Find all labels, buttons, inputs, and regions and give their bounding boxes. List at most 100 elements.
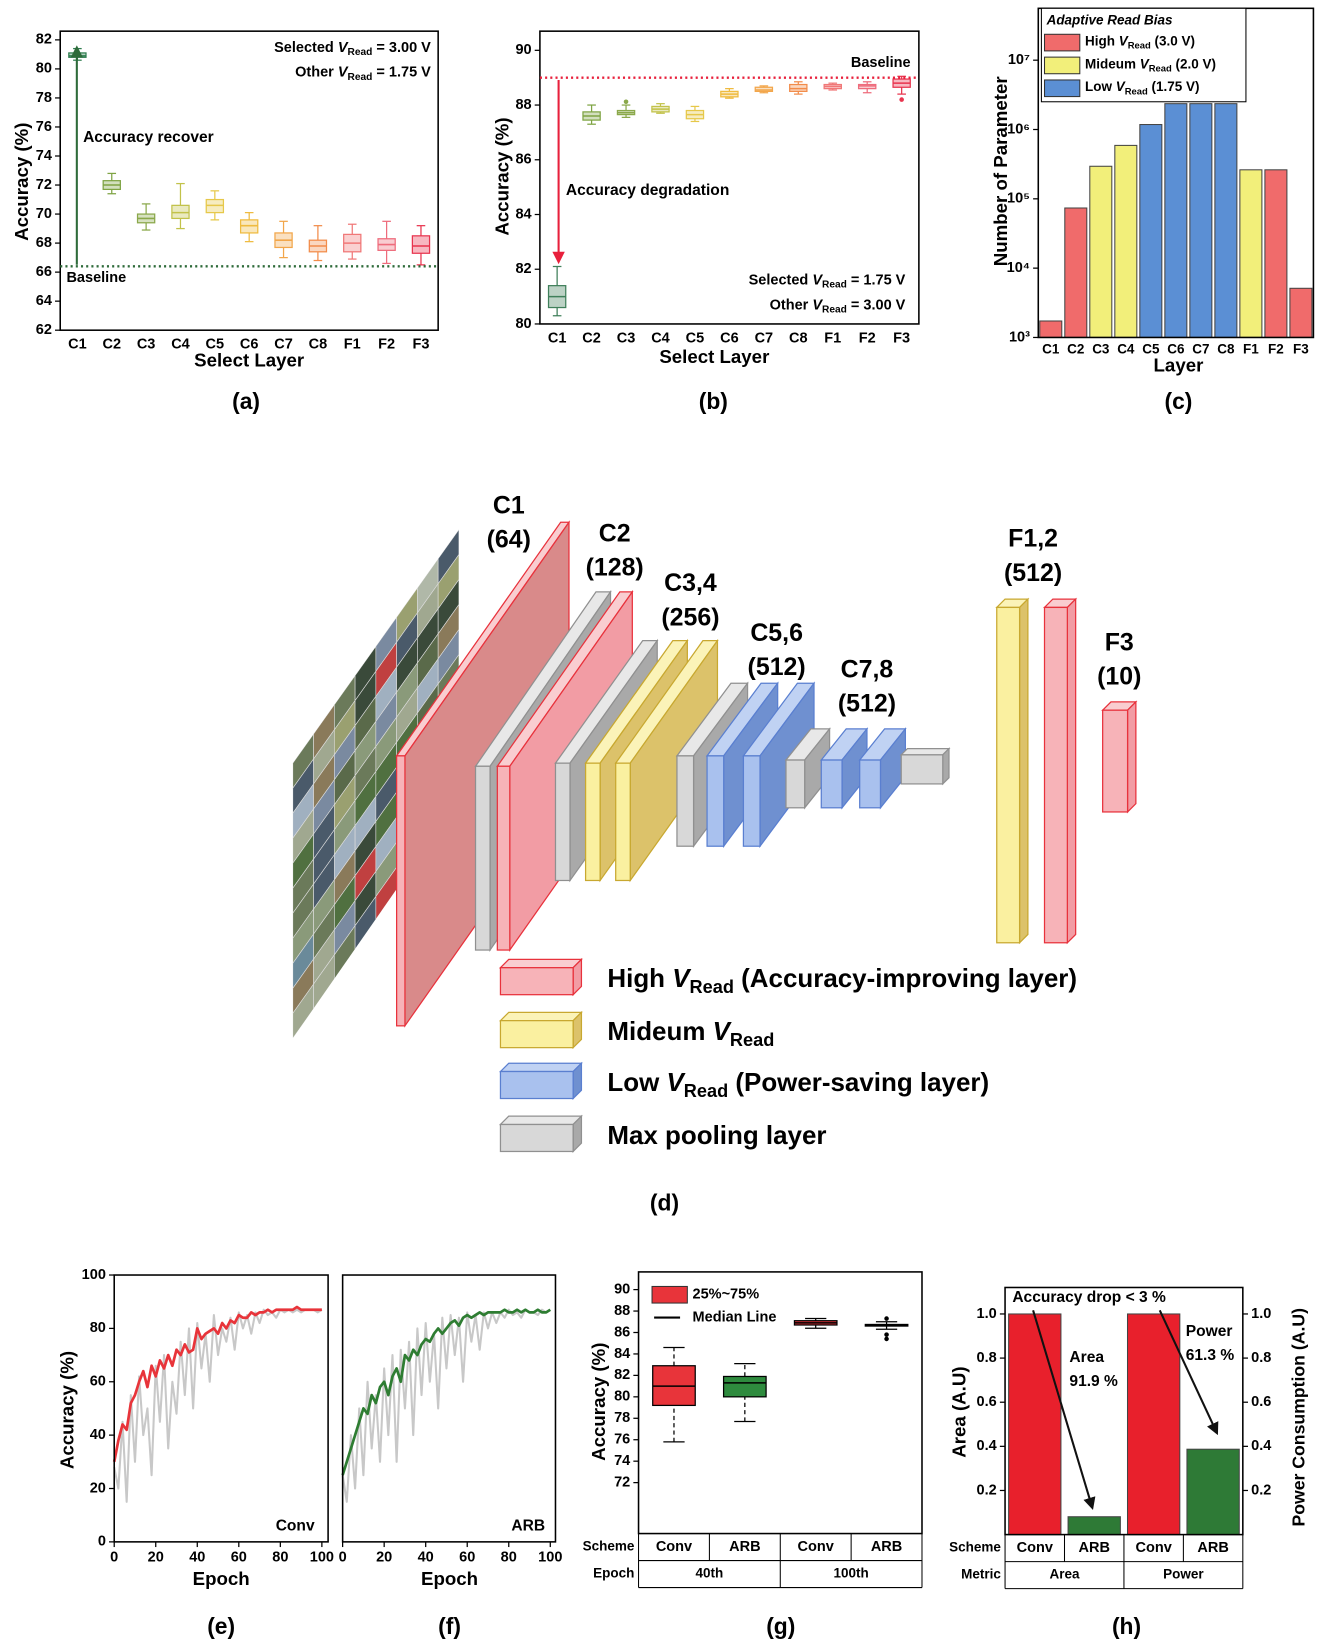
legend-label-pre: Mideum (607, 1018, 712, 1046)
corner-label: Conv (276, 1517, 315, 1534)
x-tick-label: F1 (824, 330, 841, 346)
y-tick-label: 0 (98, 1534, 106, 1550)
table-row-header: Scheme (949, 1540, 1001, 1555)
x-tick-label: 80 (272, 1549, 288, 1565)
y-tick-label: 10⁵ (1007, 191, 1030, 207)
x-tick-label: F3 (412, 337, 429, 353)
annotation: Accuracy drop < 3 % (1012, 1289, 1166, 1306)
legend-title: Adaptive Read Bias (1046, 12, 1173, 27)
y2-tick-label: 1.0 (1251, 1306, 1271, 1322)
y-tick-label: 0.4 (977, 1438, 997, 1454)
y2-axis-label: Power Consumption (A.U) (1289, 1308, 1309, 1527)
y-tick-label: 74 (614, 1453, 630, 1469)
legend-label-sub: Read (1149, 63, 1172, 74)
layer-front (499, 967, 574, 996)
bar (1064, 207, 1088, 338)
layer-front (499, 1123, 574, 1153)
x-tick-label: F3 (1293, 341, 1309, 356)
legend-label-var: V (1116, 79, 1126, 94)
note-post: = 1.75 V (847, 272, 906, 288)
layer-front (785, 759, 806, 809)
y-tick-label: 84 (515, 206, 531, 222)
y-tick-label: 66 (36, 264, 52, 280)
y2-tick-label: 0.6 (1251, 1394, 1271, 1410)
layer-front (820, 759, 843, 809)
x-tick-label: 20 (376, 1549, 392, 1565)
bar (1189, 103, 1213, 338)
y-tick-label: 80 (614, 1389, 630, 1405)
legend-label-sub: Read (730, 1030, 774, 1050)
legend-label-pre: Low (607, 1069, 666, 1097)
legend-marker (651, 1285, 688, 1304)
x-tick-label: 80 (501, 1549, 517, 1565)
layer-name: C5,6 (750, 619, 803, 647)
bar (1186, 1448, 1240, 1536)
table-category: ARB (729, 1539, 760, 1555)
annotation: 91.9 % (1069, 1373, 1118, 1390)
note: Selected VRead = 1.75 V (749, 272, 906, 290)
series-line (113, 1308, 323, 1503)
y-tick-label: 86 (614, 1324, 630, 1340)
y-tick-label: 72 (614, 1474, 630, 1490)
plot-frame (341, 1274, 557, 1543)
x-tick-label: C3 (1092, 341, 1110, 356)
y2-tick-label: 0.4 (1251, 1438, 1271, 1454)
x-tick-label: 100 (310, 1549, 334, 1565)
y-tick-label: 68 (36, 235, 52, 251)
y-tick-label: 64 (36, 293, 52, 309)
note: Other VRead = 3.00 V (770, 297, 906, 315)
layer-side (1126, 700, 1137, 814)
y-tick-label: 10⁴ (1007, 260, 1030, 276)
panel-label: (g) (766, 1613, 795, 1639)
legend-label-post: (Power-saving layer) (728, 1069, 989, 1097)
x-tick-label: C6 (240, 337, 259, 353)
layer-top (498, 1115, 583, 1126)
bar (1126, 1313, 1181, 1536)
y-tick-label: 0.8 (977, 1350, 997, 1366)
note-sub: Read (822, 304, 847, 315)
bar (1039, 320, 1063, 338)
x-tick-label: 60 (459, 1549, 475, 1565)
plot-frame (1004, 1286, 1244, 1536)
mosaic-tile (437, 628, 459, 685)
x-tick-label: F2 (1268, 341, 1284, 356)
layer-front (396, 755, 406, 1027)
bar (1139, 124, 1163, 338)
x-tick-label: C1 (1042, 341, 1060, 356)
y-tick-label: 90 (515, 42, 531, 58)
y-tick-label: 0.6 (977, 1394, 997, 1410)
annotation: Power (1186, 1323, 1233, 1340)
plot-frame (113, 1274, 329, 1543)
layer-name: C3,4 (664, 569, 717, 597)
layer-top (498, 1062, 583, 1073)
layer-top (498, 958, 583, 969)
baseline-label: Baseline (851, 55, 911, 71)
y-tick-label: 80 (515, 316, 531, 332)
table-group: Power (1163, 1567, 1204, 1582)
note-pre: Other (770, 297, 813, 313)
note-var: V (338, 65, 349, 81)
y-tick-label: 20 (90, 1480, 106, 1496)
legend-label-post: (Accuracy-improving layer) (734, 965, 1077, 993)
layer-size: (512) (748, 653, 806, 681)
legend-label-var: V (713, 1018, 733, 1046)
box (722, 1375, 767, 1398)
x-axis-label: Layer (1154, 354, 1204, 375)
y2-tick-label: 0.8 (1251, 1350, 1271, 1366)
outlier (884, 1336, 889, 1342)
y-tick-label: 90 (614, 1281, 630, 1297)
note-sub: Read (348, 47, 373, 58)
x-tick-label: C8 (1217, 341, 1235, 356)
legend-marker (1043, 33, 1081, 52)
bar (1164, 103, 1188, 338)
legend-label: 25%~75% (693, 1287, 760, 1303)
y-tick-label: 62 (36, 322, 52, 338)
note-post: = 1.75 V (372, 65, 431, 81)
note-sub: Read (822, 279, 847, 290)
y-axis-label: Area (A.U) (948, 1366, 969, 1457)
layer-front (615, 762, 631, 882)
arrow (1032, 1310, 1096, 1510)
legend-label-var: V (1140, 56, 1150, 71)
layer-top (899, 747, 951, 756)
